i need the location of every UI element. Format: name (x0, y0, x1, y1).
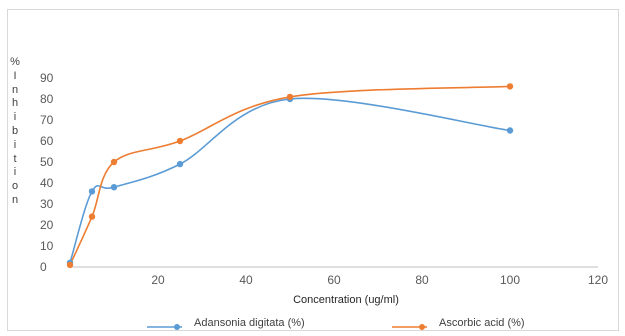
data-point-series-2 (176, 137, 184, 145)
data-point-series-2 (66, 261, 74, 269)
data-point-series-1 (506, 127, 514, 134)
x-tick-label: 120 (588, 273, 608, 287)
x-tick-label: 60 (327, 273, 341, 287)
data-point-series-2 (110, 158, 118, 166)
x-tick-label: 40 (239, 273, 253, 287)
legend-label-1: Adansonia digitata (%) (194, 317, 305, 329)
y-axis-title-char: o (11, 180, 19, 193)
data-point-series-1 (176, 160, 184, 168)
y-tick-label: 60 (40, 134, 54, 148)
y-tick-label: 30 (40, 197, 54, 211)
y-axis-title-char: b (11, 124, 19, 137)
y-axis-title-char: i (13, 166, 17, 179)
y-axis-title-char: h (11, 97, 19, 110)
data-point-series-1 (110, 184, 118, 191)
data-point-series-2 (286, 93, 294, 101)
x-axis-title: Concentration (ug/ml) (293, 294, 399, 306)
legend-marker-2 (419, 324, 425, 330)
x-tick-label: 80 (415, 273, 429, 287)
tick-labels: 0 10 20 30 40 50 60 70 80 90 20 40 60 80 100 120 (40, 71, 608, 287)
legend-label-2: Ascorbic acid (%) (439, 317, 525, 329)
y-axis-title-char: % (10, 56, 20, 68)
series-lines (69, 85, 511, 266)
y-axis-title-char: I (13, 69, 17, 82)
series-points (66, 83, 514, 269)
series-line-2 (69, 85, 511, 266)
y-axis-title-char: t (13, 152, 17, 165)
legend: Adansonia digitata (%) Ascorbic acid (%) (147, 317, 525, 330)
y-axis-title-char: n (11, 193, 19, 206)
y-axis-title-char: i (13, 111, 17, 124)
series-line-1 (69, 97, 511, 264)
y-tick-label: 70 (40, 113, 54, 127)
y-axis-title-char: i (13, 138, 17, 151)
x-tick-label: 20 (151, 273, 165, 287)
data-point-series-2 (506, 83, 514, 90)
y-tick-label: 90 (40, 71, 54, 85)
y-tick-label: 10 (40, 239, 54, 253)
y-tick-label: 20 (40, 218, 54, 232)
y-tick-label: 40 (40, 176, 54, 190)
y-tick-label: 0 (40, 260, 47, 274)
data-point-series-2 (88, 213, 96, 220)
y-tick-label: 80 (40, 92, 54, 106)
chart-frame (7, 9, 619, 331)
y-axis-title-char: n (11, 83, 19, 96)
y-tick-label: 50 (40, 155, 54, 169)
legend-marker-1 (174, 324, 180, 330)
x-tick-label: 100 (500, 273, 520, 287)
data-point-series-1 (88, 188, 96, 195)
